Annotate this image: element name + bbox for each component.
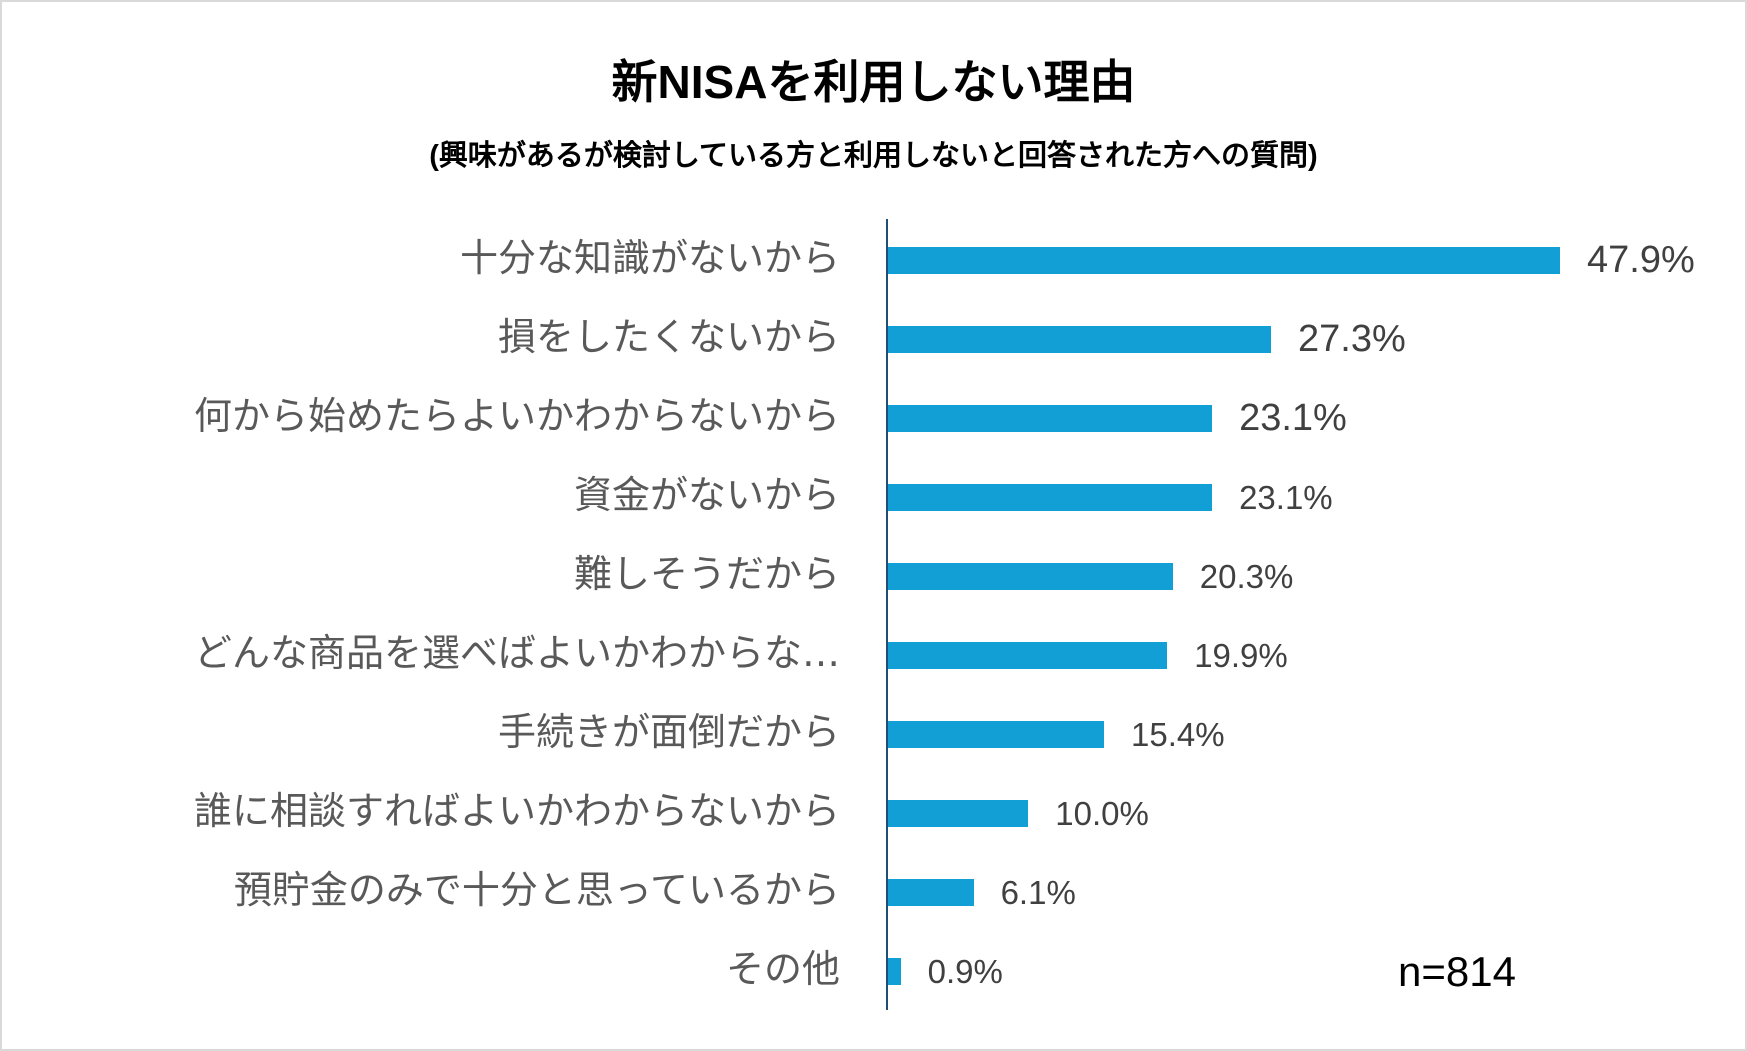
- bar: [888, 800, 1029, 827]
- data-label: 10.0%: [1055, 795, 1149, 832]
- data-label: 6.1%: [1000, 874, 1076, 911]
- bar: [888, 247, 1561, 274]
- data-label: 47.9%: [1587, 239, 1695, 281]
- bar: [888, 484, 1213, 511]
- data-label: 15.4%: [1131, 716, 1225, 753]
- category-label: 預貯金のみで十分と思っているから: [233, 868, 840, 912]
- data-label: 27.3%: [1298, 318, 1406, 360]
- category-label: 十分な知識がないから: [459, 236, 840, 280]
- category-label: 誰に相談すればよいかわからないから: [193, 789, 840, 833]
- data-label: 20.3%: [1199, 558, 1294, 595]
- chart-subtitle: (興味があるが検討している方と利用しないと回答された方への質問): [429, 140, 1318, 172]
- y-axis-line: [886, 219, 888, 1010]
- data-label: 19.9%: [1194, 637, 1288, 674]
- bar: [888, 879, 974, 906]
- category-label: 難しそうだから: [573, 552, 840, 596]
- sample-size-annotation: n=814: [1398, 948, 1516, 995]
- data-label: 23.1%: [1239, 397, 1347, 439]
- bar: [888, 642, 1168, 669]
- bar: [888, 721, 1105, 748]
- chart-title: 新NISAを利用しない理由: [611, 56, 1136, 108]
- category-label: 損をしたくないから: [497, 315, 840, 359]
- bar: [888, 563, 1173, 590]
- category-label: 資金がないから: [573, 473, 840, 517]
- category-label: 手続きが面倒だから: [497, 710, 840, 754]
- category-label: その他: [725, 947, 840, 991]
- category-label: どんな商品を選べばよいかわからな…: [193, 631, 840, 675]
- bar: [888, 958, 901, 985]
- bar: [888, 405, 1213, 432]
- bar: [888, 326, 1272, 353]
- data-label: 23.1%: [1239, 479, 1333, 516]
- category-label: 何から始めたらよいかわからないから: [193, 394, 840, 438]
- data-label: 0.9%: [927, 953, 1003, 990]
